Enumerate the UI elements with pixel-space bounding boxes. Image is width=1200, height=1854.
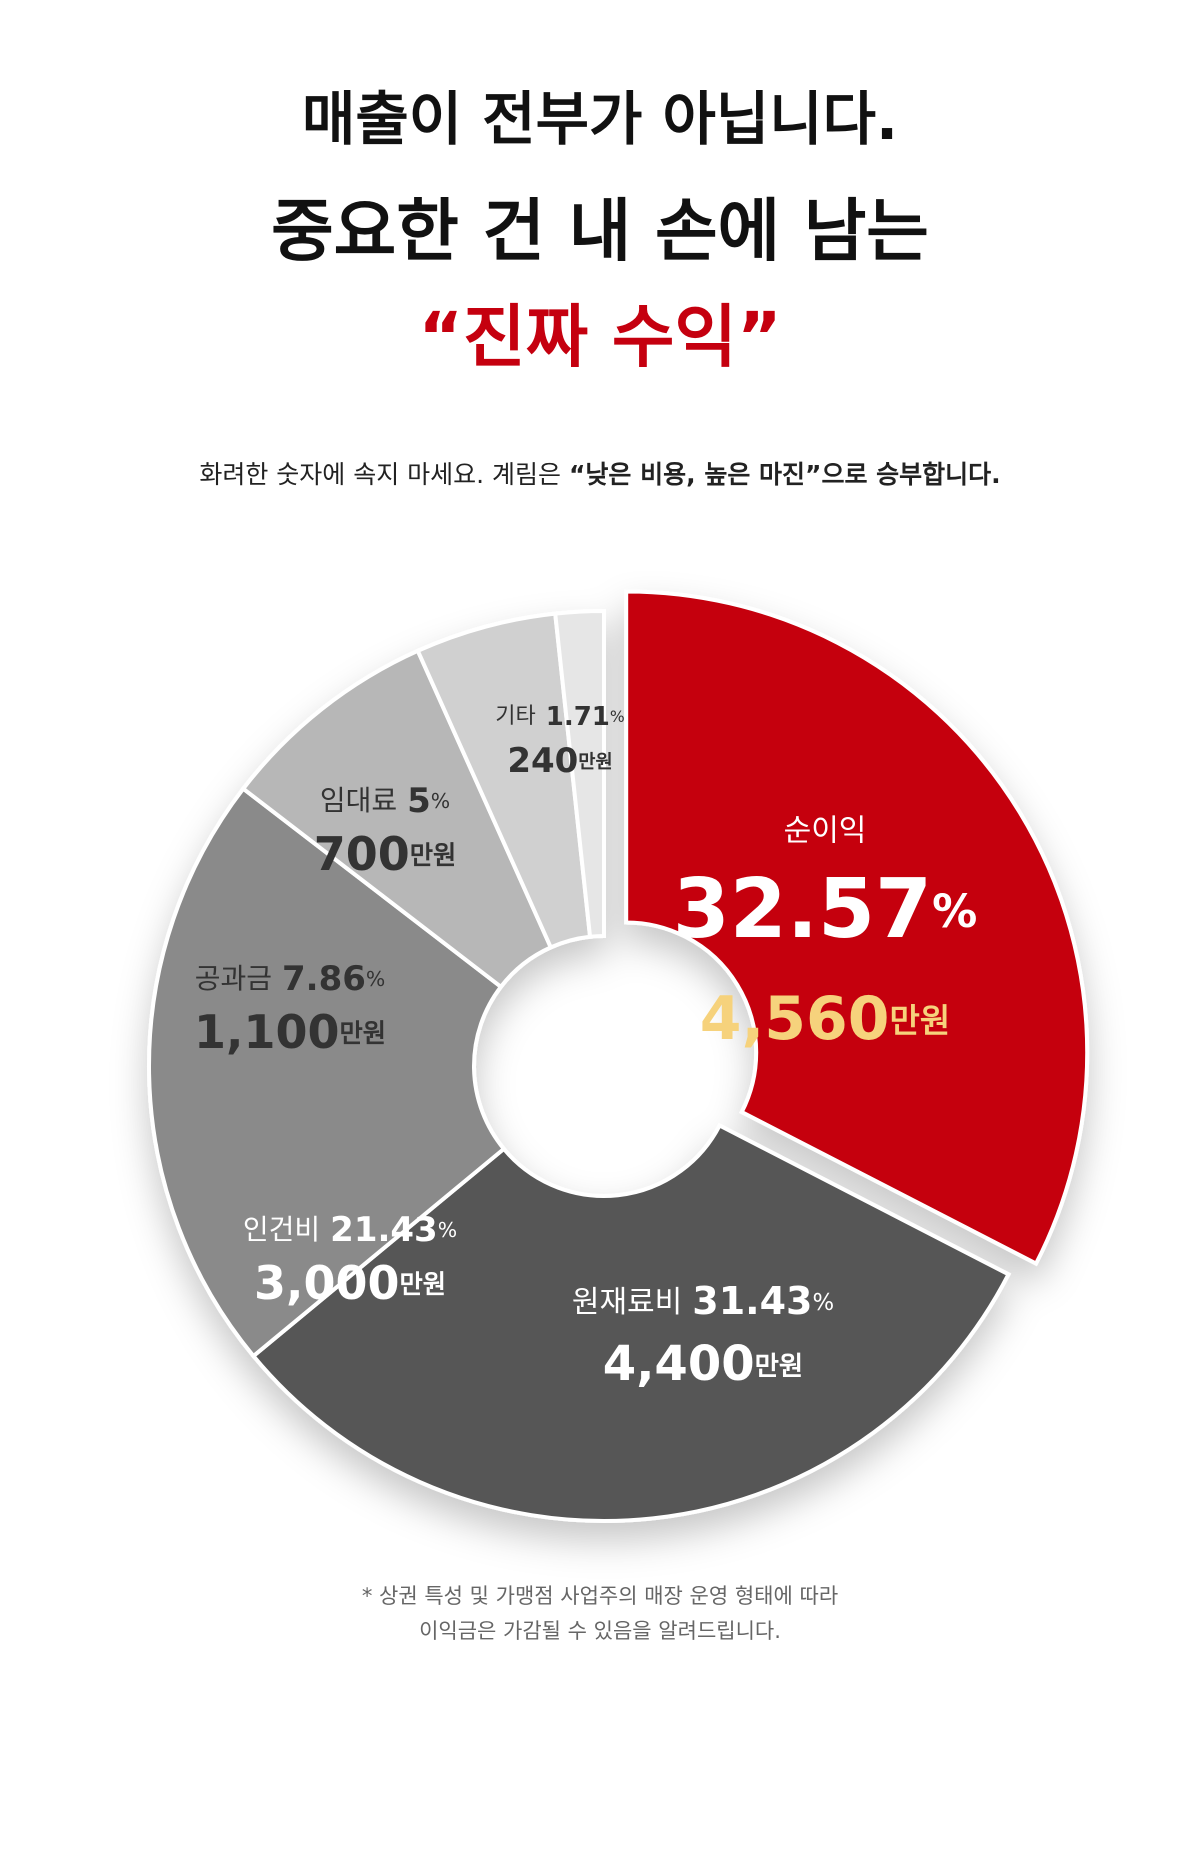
slice-amount: 4,560만원 bbox=[700, 984, 951, 1054]
footnote: * 상권 특성 및 가맹점 사업주의 매장 운영 형태에 따라 bbox=[362, 1584, 838, 1608]
donut-slice bbox=[624, 589, 1090, 1267]
amount-value: 4,400 bbox=[603, 1336, 755, 1392]
subtitle: 화려한 숫자에 속지 마세요. 계림은 “낮은 비용, 높은 마진”으로 승부합… bbox=[199, 460, 1000, 489]
percent-unit: % bbox=[812, 1290, 834, 1316]
donut-slice bbox=[250, 1122, 1012, 1523]
donut bbox=[146, 589, 1090, 1523]
slice-amount: 1,100만원 bbox=[194, 1005, 386, 1059]
amount-unit: 만원 bbox=[890, 1001, 951, 1040]
slice-name: 임대료 5% bbox=[320, 781, 450, 821]
amount-unit: 만원 bbox=[410, 841, 457, 870]
slice-name-text: 원재료비 bbox=[572, 1285, 682, 1320]
footnote: 이익금은 가감될 수 있음을 알려드립니다. bbox=[419, 1619, 781, 1643]
slice-amount: 700만원 bbox=[314, 827, 457, 881]
slice-name: 원재료비 31.43% bbox=[572, 1279, 834, 1323]
amount-unit: 만원 bbox=[339, 1019, 386, 1048]
slice-name: 공과금 7.86% bbox=[195, 959, 386, 999]
slice-name: 기타 1.71% bbox=[495, 702, 624, 732]
slice-name-text: 공과금 bbox=[195, 962, 272, 995]
percent-value: 1.71 bbox=[546, 702, 610, 732]
percent-unit: % bbox=[932, 885, 977, 938]
amount-value: 4,560 bbox=[700, 984, 890, 1054]
donut-slice bbox=[146, 785, 507, 1359]
amount-value: 1,100 bbox=[194, 1005, 340, 1059]
slice-name: 순이익 bbox=[784, 814, 867, 849]
slice-name-text: 임대료 bbox=[320, 784, 397, 817]
slice-name-text: 인건비 bbox=[243, 1213, 320, 1246]
percent-unit: % bbox=[610, 708, 625, 726]
title-line: 중요한 건 내 손에 남는 bbox=[271, 193, 929, 272]
title-line: 매출이 전부가 아닙니다. bbox=[302, 85, 898, 153]
percent-value: 5 bbox=[407, 781, 431, 821]
slice-amount: 3,000만원 bbox=[254, 1256, 446, 1310]
slice-name-text: 기타 bbox=[495, 704, 535, 729]
slice-amount: 240만원 bbox=[507, 741, 612, 781]
amount-value: 700 bbox=[314, 827, 410, 881]
amount-unit: 만원 bbox=[399, 1270, 446, 1299]
slice-amount: 4,400만원 bbox=[603, 1336, 803, 1392]
amount-unit: 만원 bbox=[755, 1351, 804, 1382]
amount-unit: 만원 bbox=[578, 752, 612, 773]
subtitle-text: 화려한 숫자에 속지 마세요. 계림은 bbox=[199, 460, 569, 489]
amount-value: 240 bbox=[507, 741, 578, 781]
title-highlight: “진짜 수익” bbox=[418, 299, 781, 378]
percent-value: 21.43 bbox=[330, 1210, 438, 1250]
amount-value: 3,000 bbox=[254, 1256, 400, 1310]
percent-unit: % bbox=[438, 1218, 457, 1242]
donut-slice bbox=[553, 608, 606, 939]
percent-value: 31.43 bbox=[692, 1279, 812, 1323]
donut-slice bbox=[240, 648, 554, 990]
slice-name: 인건비 21.43% bbox=[243, 1210, 457, 1250]
percent-value: 7.86 bbox=[282, 959, 366, 999]
percent-unit: % bbox=[431, 789, 450, 813]
subtitle-emphasis: “낮은 비용, 높은 마진”으로 승부합니다. bbox=[569, 460, 1001, 489]
slice-percent: 32.57% bbox=[673, 862, 978, 957]
percent-unit: % bbox=[366, 967, 385, 991]
percent-value: 32.57 bbox=[673, 862, 932, 957]
